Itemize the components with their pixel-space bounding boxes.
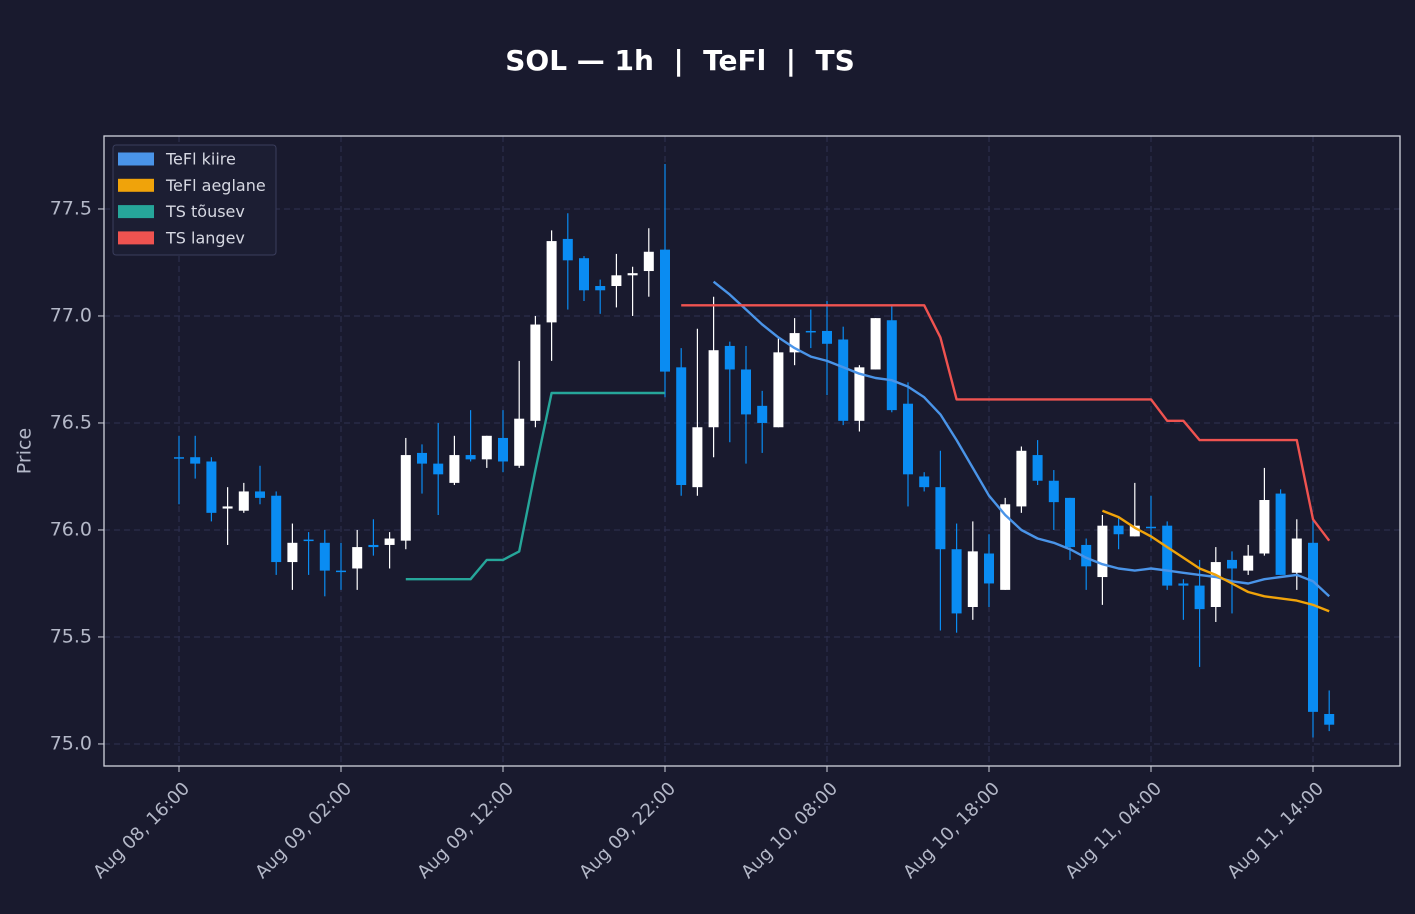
legend-label: TS tõusev (165, 202, 245, 221)
legend-swatch (118, 152, 154, 166)
candle-body (1048, 480, 1059, 503)
candle-body (498, 437, 508, 462)
candle-body (870, 318, 881, 370)
candle-body (481, 435, 492, 460)
candle-body (433, 463, 444, 475)
candle-body (400, 455, 411, 541)
candle-body (238, 491, 249, 511)
candle-body (562, 238, 573, 261)
candle-body (838, 339, 849, 421)
candle-body (174, 457, 184, 459)
indicator-line (681, 304, 1331, 542)
candle-body (530, 324, 541, 421)
candle-body (1210, 562, 1221, 608)
plot-frame (103, 135, 1401, 767)
candle-body (724, 345, 735, 370)
candle-body (676, 367, 687, 486)
legend-label: TeFl aeglane (165, 176, 266, 195)
y-tick-label: 77.0 (50, 304, 92, 326)
candle-body (287, 542, 298, 563)
candle-body (919, 476, 930, 488)
candle-body (449, 455, 460, 483)
candle-body (757, 405, 768, 423)
candle-body (514, 418, 525, 466)
candle-body (1129, 525, 1140, 537)
y-tick-label: 77.5 (50, 197, 92, 219)
candle-body (1259, 500, 1270, 554)
candle-body (206, 461, 217, 513)
candle-body (303, 539, 314, 542)
candle-body (319, 542, 330, 571)
candle-body (255, 491, 265, 498)
y-tick-label: 75.5 (50, 625, 92, 647)
candle-body (271, 495, 282, 563)
candle-body (1016, 450, 1027, 507)
candle-body (384, 538, 395, 545)
legend-swatch (118, 205, 154, 219)
y-tick-label: 75.0 (50, 732, 92, 754)
legend-swatch (118, 231, 154, 245)
candle-body (1000, 504, 1011, 590)
candle-body (1081, 544, 1092, 567)
candle-body (660, 249, 670, 372)
candle-body (1178, 583, 1189, 586)
candle-body (822, 330, 832, 344)
candle-body (1308, 542, 1318, 712)
candle-body (951, 549, 962, 614)
candle-body (692, 427, 703, 488)
candle-body (352, 547, 363, 569)
candle-body (546, 241, 557, 323)
candle-body (336, 570, 346, 573)
candle-body (1324, 713, 1335, 725)
indicator-line (405, 391, 665, 581)
candle-body (1065, 497, 1075, 548)
candle-body (1275, 493, 1286, 575)
candle-body (1162, 525, 1173, 586)
candle-body (773, 352, 784, 428)
candle-body (595, 286, 606, 291)
y-axis-label: Price (14, 428, 36, 474)
y-tick-label: 76.5 (50, 411, 92, 433)
candle-body (805, 330, 816, 333)
candle-body (579, 258, 589, 291)
candle-body (1243, 555, 1254, 571)
candle-body (984, 553, 994, 584)
candle-body (741, 369, 751, 415)
candle-body (789, 333, 800, 353)
candle-body (903, 403, 913, 475)
candle-body (886, 320, 897, 411)
candle-body (1146, 526, 1156, 529)
chart-title: SOL — 1h | TeFl | TS (505, 44, 855, 77)
legend-box (112, 144, 277, 256)
indicator-line (1101, 509, 1330, 613)
candle-body (708, 350, 719, 428)
candle-body (1194, 585, 1205, 610)
candle-body (465, 455, 476, 460)
candle-body (190, 457, 201, 464)
candle-body (854, 367, 865, 421)
candle-body (611, 275, 622, 287)
candle-body (1227, 559, 1237, 569)
candle-body (967, 551, 978, 608)
candle-body (1291, 538, 1302, 573)
candle-body (222, 506, 233, 509)
candle-body (1097, 525, 1108, 578)
y-tick-label: 76.0 (50, 518, 92, 540)
candle-body (417, 452, 427, 464)
candle-body (643, 251, 654, 272)
candle-body (368, 544, 379, 548)
candle-body (1032, 455, 1043, 481)
candle-body (935, 487, 946, 550)
candle-body (627, 273, 638, 276)
legend-label: TeFl kiire (165, 150, 236, 169)
legend-label: TS langev (165, 228, 245, 247)
legend-swatch (118, 178, 154, 192)
candle-body (1113, 525, 1124, 535)
